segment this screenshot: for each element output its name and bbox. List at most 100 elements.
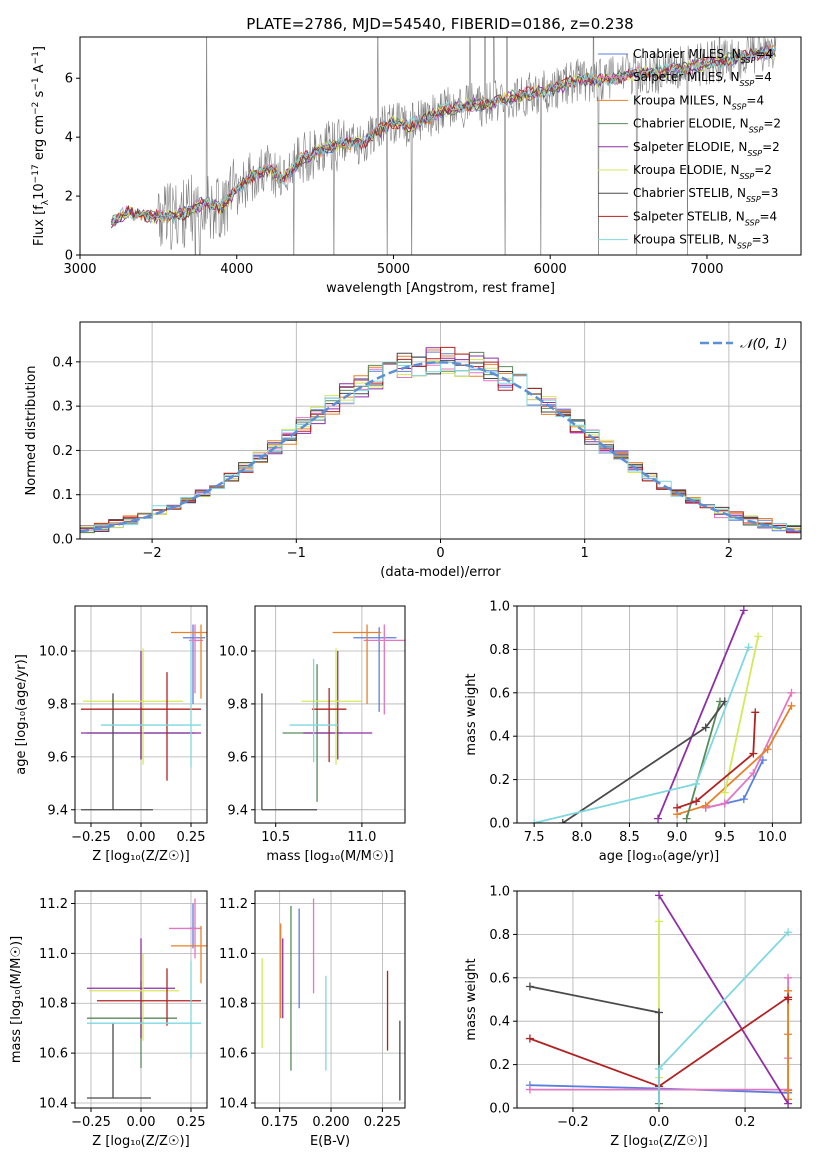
error-bar-point — [87, 938, 175, 1039]
mass-weight-vs-metallicity-panel: −0.2 0.0 0.2 0.0 0.2 0.4 0.6 0.8 1.0 Z [log₁₀(Z/Z… — [464, 885, 802, 1149]
legend-subscript: SSP — [746, 195, 761, 204]
weight-marker — [784, 1086, 793, 1095]
weight-series — [673, 701, 796, 819]
weight-series — [720, 632, 763, 797]
y-axis-label: mass [log₁₀(M/M☉)] — [9, 936, 24, 1063]
plot-area — [110, 37, 777, 255]
weight-marker — [787, 701, 796, 710]
legend-n-eq: = — [762, 140, 772, 154]
legend-name: Kroupa ELODIE — [633, 163, 723, 177]
figure-title: PLATE=2786, MJD=54540, FIBERID=0186, z=0… — [246, 15, 633, 33]
weight-marker — [720, 788, 729, 797]
weight-marker — [525, 1085, 534, 1094]
y-tick-label: 11.2 — [219, 897, 248, 912]
weight-marker — [655, 891, 663, 900]
x-tick-label: 8.5 — [619, 830, 640, 845]
y-axis-label: age [log₁₀(age/yr)] — [14, 654, 29, 775]
y-axis-label-part: 10 — [32, 183, 47, 200]
y-tick-label: 0.0 — [489, 1102, 510, 1117]
plot-area — [525, 891, 793, 1108]
weight-series — [654, 606, 748, 823]
legend-n-value: 4 — [756, 93, 764, 107]
legend-n-eq: = — [754, 70, 764, 84]
y-tick-label: 4 — [65, 131, 73, 146]
weight-marker — [655, 1064, 663, 1073]
legend-entry: Kroupa MILES, NSSP=4 — [633, 93, 764, 111]
plot-area — [81, 624, 207, 811]
y-axis-label: Normed distribution — [24, 366, 39, 496]
error-bar-point — [289, 658, 338, 763]
weight-marker — [720, 799, 729, 808]
error-bar-point — [97, 968, 201, 1026]
axes: −2 −1 0 1 2 0.0 0.1 0.2 0.3 0.4 (data-model)/error… — [24, 321, 802, 580]
weight-marker — [787, 688, 796, 697]
y-tick-label: 9.8 — [227, 697, 248, 712]
y-axis-label-part: −1 — [31, 51, 41, 64]
legend-subscript: SSP — [740, 79, 755, 88]
plot-area — [261, 624, 405, 811]
error-bar-point — [261, 693, 318, 811]
y-tick-label: 0.2 — [52, 444, 73, 459]
legend-subscript: SSP — [747, 148, 762, 157]
legend-entry: Salpeter MILES, NSSP=4 — [633, 70, 772, 88]
y-tick-label: 9.6 — [227, 750, 248, 765]
y-tick-label: 9.4 — [227, 803, 248, 818]
y-tick-label: 0.3 — [52, 400, 73, 415]
legend-entry: Chabrier MILES, NSSP=4 — [633, 47, 773, 65]
x-tick-label: 8.0 — [571, 830, 592, 845]
weight-marker — [784, 973, 793, 982]
y-axis-label-part: λ — [41, 199, 51, 205]
weight-line — [657, 609, 745, 820]
legend-subscript: SSP — [737, 241, 752, 250]
residuals-panel: −2 −1 0 1 2 0.0 0.1 0.2 0.3 0.4 (data-model)/error… — [24, 321, 802, 580]
weight-marker — [784, 995, 793, 1004]
error-bar-point — [87, 960, 201, 1059]
error-bar-point — [353, 627, 397, 712]
error-bar-point — [363, 624, 405, 715]
normal-curve — [80, 361, 801, 533]
weight-marker — [654, 814, 663, 823]
legend-entry: Chabrier ELODIE, NSSP=2 — [633, 117, 781, 135]
legend-name: Kroupa STELIB — [633, 233, 720, 247]
axes: 7.5 8.0 8.5 9.0 9.5 10.0 0.0 0.2 0.4 0.6 0.8 1.0 age… — [464, 600, 802, 864]
weight-marker — [784, 1099, 793, 1108]
x-axis-label: mass [log₁₀(M/M☉)] — [266, 849, 393, 864]
y-tick-label: 1.0 — [489, 600, 510, 615]
weight-marker — [739, 795, 748, 804]
legend-n-value: 2 — [772, 140, 780, 154]
legend-entry: 𝒩(0, 1) — [740, 337, 787, 352]
y-tick-label: 0.8 — [489, 928, 510, 943]
weight-line — [685, 701, 721, 819]
legend-n-value: 2 — [764, 163, 772, 177]
legend-n-eq: = — [763, 117, 773, 131]
x-tick-label: 0.00 — [127, 1115, 156, 1130]
weight-marker — [692, 797, 701, 806]
x-tick-label: 0.00 — [127, 830, 156, 845]
x-tick-label: 9.0 — [667, 830, 688, 845]
x-tick-label: 9.5 — [714, 830, 735, 845]
x-axis-label: Z [log₁₀(Z/Z☉)] — [92, 1134, 189, 1149]
legend-n-prefix: , N — [723, 70, 740, 84]
x-tick-label: 10.5 — [261, 830, 290, 845]
x-tick-label: −0.25 — [71, 1115, 111, 1130]
y-tick-label: 2 — [65, 190, 73, 205]
legend-n-prefix: , N — [732, 117, 749, 131]
y-tick-label: 11.0 — [219, 947, 248, 962]
legend-n-value: 3 — [762, 233, 770, 247]
weight-marker — [682, 814, 691, 823]
mass-vs-metallicity-panel: −0.25 0.00 0.25 10.4 10.6 10.8 11.0 11.2 Z [log₁… — [9, 890, 208, 1149]
weight-marker — [763, 745, 772, 754]
weight-series — [525, 993, 793, 1091]
legend-entry: Kroupa ELODIE, NSSP=2 — [633, 163, 772, 181]
legend-entry: Salpeter ELODIE, NSSP=2 — [633, 140, 780, 158]
y-axis-label-part: erg cm — [32, 115, 47, 164]
y-axis-label-part: Flux [f — [32, 205, 47, 246]
axes: −0.25 0.00 0.25 9.4 9.6 9.8 10.0 Z [log₁₀(Z/Z☉)… — [14, 605, 208, 864]
x-tick-label: 5000 — [377, 262, 410, 277]
x-tick-label: −1 — [287, 546, 306, 561]
weight-marker — [701, 801, 710, 810]
y-tick-label: 11.2 — [39, 897, 68, 912]
model-spectrum-line — [111, 44, 776, 225]
legend-name: Kroupa MILES — [633, 93, 715, 107]
